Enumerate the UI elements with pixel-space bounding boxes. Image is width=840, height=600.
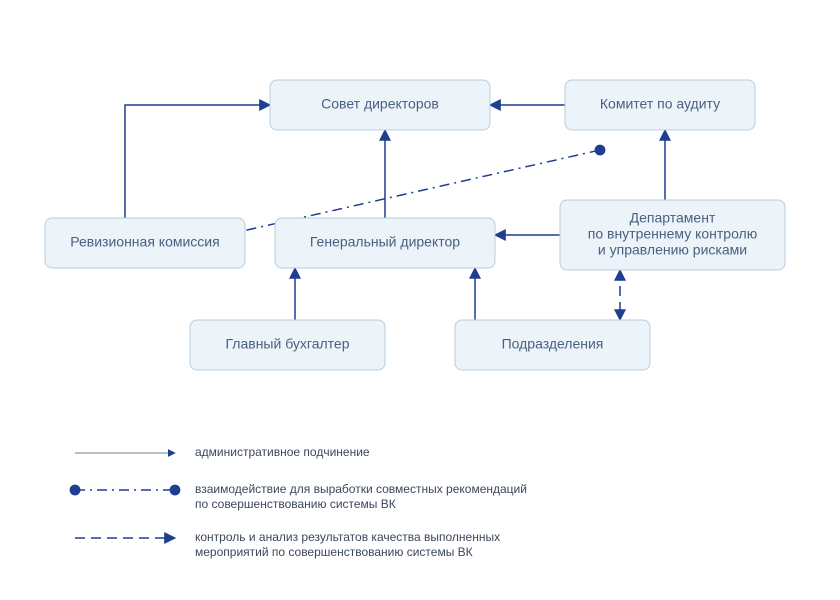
- node-dept: Департаментпо внутреннему контролюи упра…: [560, 200, 785, 270]
- node-units: Подразделения: [455, 320, 650, 370]
- legend-text-2: контроль и анализ результатов качества в…: [195, 530, 500, 544]
- node-revision-label: Ревизионная комиссия: [70, 234, 219, 250]
- node-board: Совет директоров: [270, 80, 490, 130]
- node-chiefacc-label: Главный бухгалтер: [226, 336, 350, 352]
- node-board-label: Совет директоров: [321, 96, 439, 112]
- legend-item-2: контроль и анализ результатов качества в…: [75, 530, 500, 559]
- org-diagram: Совет директоров Комитет по аудиту Ревизио…: [0, 0, 840, 600]
- node-ceo: Генеральный директор: [275, 218, 495, 268]
- node-audit-label: Комитет по аудиту: [600, 96, 720, 112]
- node-revision: Ревизионная комиссия: [45, 218, 245, 268]
- legend-item-1: взаимодействие для выработки совместных …: [75, 482, 527, 511]
- node-ceo-label: Генеральный директор: [310, 234, 460, 250]
- node-dept-label: Департамент: [630, 210, 716, 226]
- node-units-label: Подразделения: [502, 336, 604, 352]
- node-dept-label: и управлению рисками: [598, 242, 747, 258]
- legend-text-0: административное подчинение: [195, 445, 370, 459]
- legend-item-0: административное подчинение: [75, 445, 370, 459]
- node-chiefacc: Главный бухгалтер: [190, 320, 385, 370]
- legend-text-1: по совершенствованию системы ВК: [195, 497, 396, 511]
- legend-text-2: мероприятий по совершенствованию системы…: [195, 545, 473, 559]
- node-dept-label: по внутреннему контролю: [588, 226, 757, 242]
- node-audit: Комитет по аудиту: [565, 80, 755, 130]
- edge-rev-board: [125, 105, 270, 218]
- legend-text-1: взаимодействие для выработки совместных …: [195, 482, 527, 496]
